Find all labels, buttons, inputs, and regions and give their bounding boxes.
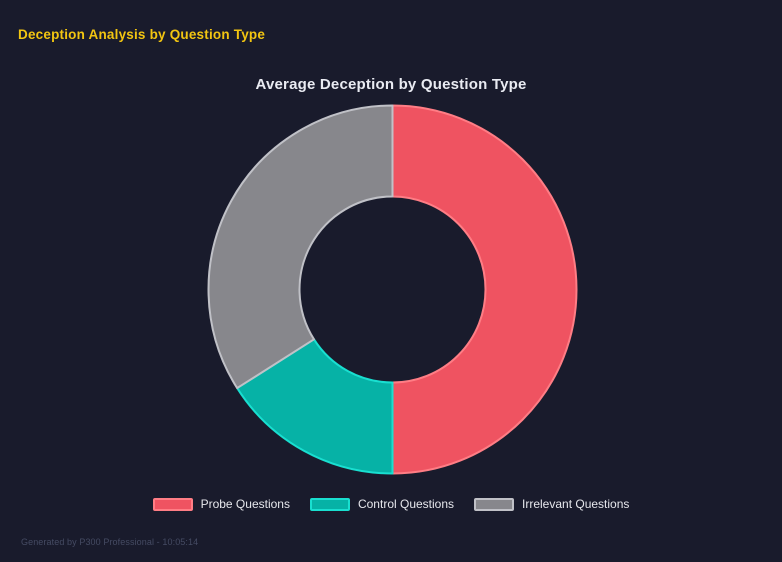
legend-item-probe-questions[interactable]: Probe Questions [152,497,290,511]
legend-label: Control Questions [357,497,455,511]
donut-segment-irrelevant-questions[interactable] [207,104,394,390]
legend-label: Probe Questions [200,497,290,511]
legend-swatch-control-questions [309,497,350,511]
donut-segment-probe-questions[interactable] [391,104,578,475]
footer-note: Generated by P300 Professional - 10:05:1… [21,537,199,547]
legend-label: Irrelevant Questions [522,497,630,511]
legend-item-irrelevant-questions[interactable]: Irrelevant Questions [474,497,629,511]
legend-item-control-questions[interactable]: Control Questions [309,497,455,511]
legend-swatch-irrelevant-questions [474,497,515,511]
chart-legend: Probe Questions Control Questions Irreleva… [0,497,782,511]
chart-title: Average Deception by Question Type [255,76,527,93]
donut-chart[interactable] [207,104,578,475]
donut-segment-control-questions[interactable] [236,338,394,475]
legend-swatch-probe-questions [152,497,193,511]
page-title: Deception Analysis by Question Type [18,27,266,42]
